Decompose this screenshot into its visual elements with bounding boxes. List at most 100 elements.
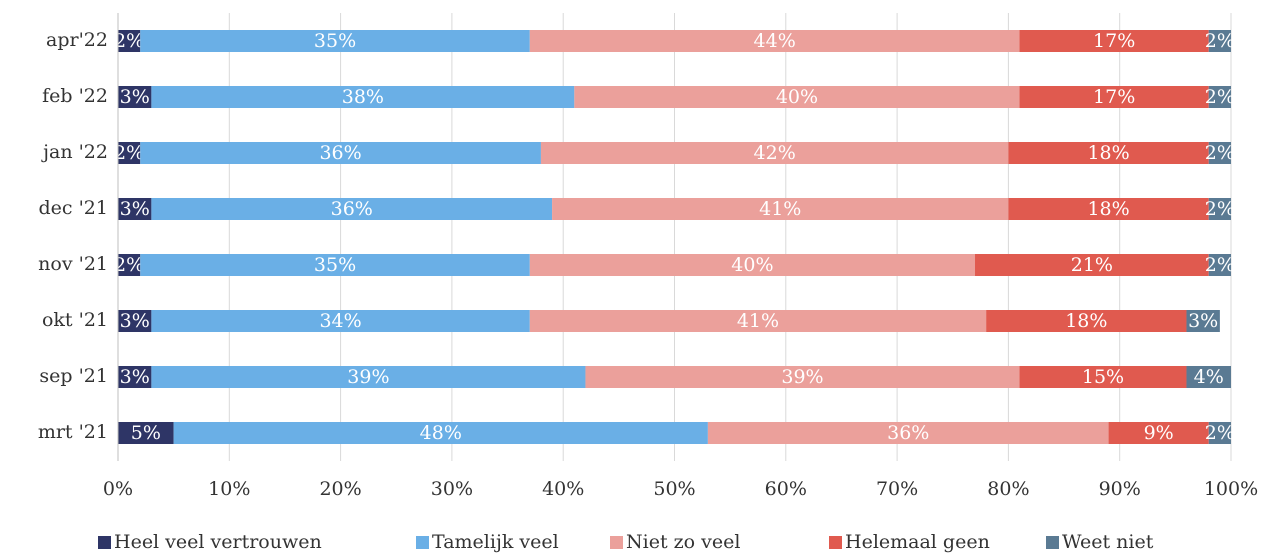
bar-segment	[118, 142, 141, 164]
legend-label: Heel veel vertrouwen	[114, 531, 322, 553]
data-label: 15%	[1082, 366, 1124, 388]
data-label: 2%	[1205, 422, 1235, 444]
legend-label: Tamelijk veel	[432, 531, 559, 553]
data-label: 17%	[1093, 30, 1135, 52]
legend-swatch	[1046, 536, 1059, 549]
bar-segment	[151, 310, 530, 332]
bar-segment	[975, 254, 1209, 276]
data-label: 17%	[1093, 86, 1135, 108]
data-label: 3%	[120, 198, 150, 220]
bar-segment	[1019, 366, 1187, 388]
data-label: 36%	[331, 198, 373, 220]
data-label: 2%	[1205, 30, 1235, 52]
data-label: 2%	[1205, 86, 1235, 108]
y-tick-label: feb '22	[42, 85, 108, 107]
bar-segment	[585, 366, 1020, 388]
x-tick-label: 20%	[319, 478, 361, 500]
data-label: 3%	[120, 86, 150, 108]
data-label: 36%	[319, 142, 361, 164]
bar-segment	[1008, 198, 1209, 220]
data-label: 2%	[1205, 198, 1235, 220]
data-label: 3%	[120, 366, 150, 388]
bar-segment	[118, 310, 152, 332]
data-label: 2%	[114, 142, 144, 164]
bar-segment	[140, 30, 530, 52]
x-tick-label: 40%	[542, 478, 584, 500]
data-label: 44%	[754, 30, 796, 52]
data-label: 3%	[120, 310, 150, 332]
bar-segment	[1208, 422, 1231, 444]
bar-segment	[1186, 310, 1220, 332]
data-label: 2%	[114, 30, 144, 52]
x-tick-label: 90%	[1099, 478, 1141, 500]
bar-segment	[1208, 142, 1231, 164]
data-label: 38%	[342, 86, 384, 108]
bar-segment	[118, 198, 152, 220]
bar-segment	[529, 310, 987, 332]
bar-segment	[140, 142, 541, 164]
bar-segment	[118, 86, 152, 108]
bar-segment	[552, 198, 1009, 220]
bar-segment	[1186, 366, 1231, 388]
bar-segment	[1019, 86, 1209, 108]
data-label: 2%	[1205, 142, 1235, 164]
data-label: 40%	[776, 86, 818, 108]
legend-swatch	[98, 536, 111, 549]
y-tick-label: jan '22	[41, 141, 108, 163]
bar-segment	[151, 198, 553, 220]
legend-swatch	[610, 536, 623, 549]
bar-segment	[540, 142, 1009, 164]
y-tick-label: okt '21	[42, 309, 108, 331]
data-label: 18%	[1087, 198, 1129, 220]
data-label: 4%	[1194, 366, 1224, 388]
x-tick-label: 10%	[208, 478, 250, 500]
bar-segment	[118, 254, 141, 276]
legend-label: Niet zo veel	[626, 531, 740, 553]
data-label: 41%	[759, 198, 801, 220]
bar-segment	[1108, 422, 1209, 444]
data-label: 2%	[114, 254, 144, 276]
x-tick-label: 100%	[1204, 478, 1258, 500]
data-label: 42%	[754, 142, 796, 164]
x-tick-label: 60%	[765, 478, 807, 500]
bar-segment	[1208, 254, 1231, 276]
data-label: 35%	[314, 254, 356, 276]
x-tick-label: 50%	[653, 478, 695, 500]
data-label: 18%	[1087, 142, 1129, 164]
data-label: 18%	[1065, 310, 1107, 332]
bar-segment	[1008, 142, 1209, 164]
bar-segment	[118, 30, 141, 52]
bar-segment	[529, 30, 1020, 52]
data-label: 48%	[420, 422, 462, 444]
x-tick-label: 80%	[987, 478, 1029, 500]
bar-segment	[1208, 198, 1231, 220]
y-tick-label: apr'22	[46, 29, 108, 51]
data-label: 36%	[887, 422, 929, 444]
legend-swatch	[829, 536, 842, 549]
bar-segment	[1208, 86, 1231, 108]
bar-segment	[118, 422, 174, 444]
data-label: 34%	[319, 310, 361, 332]
bar-segment	[118, 366, 152, 388]
y-tick-label: dec '21	[39, 197, 109, 219]
data-label: 39%	[781, 366, 823, 388]
data-label: 41%	[737, 310, 779, 332]
x-tick-label: 0%	[103, 478, 133, 500]
data-label: 35%	[314, 30, 356, 52]
x-tick-label: 70%	[876, 478, 918, 500]
data-label: 2%	[1205, 254, 1235, 276]
bar-segment	[707, 422, 1109, 444]
data-label: 40%	[731, 254, 773, 276]
data-label: 21%	[1071, 254, 1113, 276]
legend-label: Weet niet	[1062, 531, 1154, 553]
bar-segment	[986, 310, 1187, 332]
bar-segment	[140, 254, 530, 276]
bar-segment	[529, 254, 976, 276]
data-label: 5%	[131, 422, 161, 444]
x-tick-label: 30%	[431, 478, 473, 500]
bar-segment	[151, 86, 575, 108]
bar-segment	[151, 366, 586, 388]
data-label: 39%	[347, 366, 389, 388]
bar-segment	[1019, 30, 1209, 52]
